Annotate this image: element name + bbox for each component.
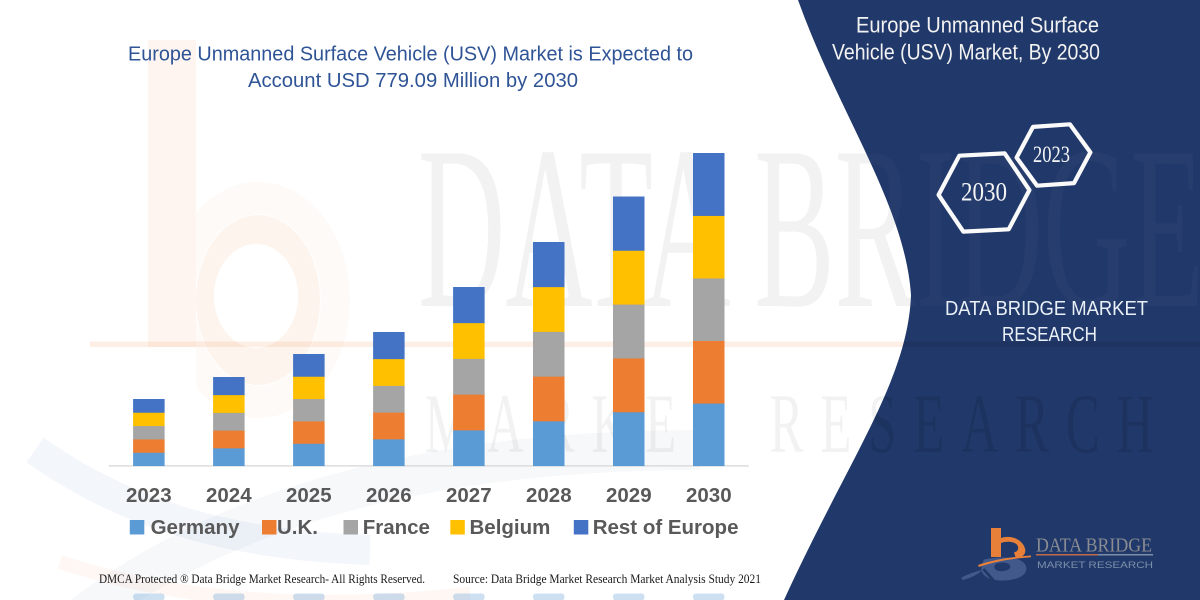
svg-text:DMCA Protected ® Data Bridge M: DMCA Protected ® Data Bridge Market Rese… xyxy=(99,572,425,586)
svg-text:2025: 2025 xyxy=(286,484,332,507)
svg-text:2027: 2027 xyxy=(446,484,492,507)
svg-text:Germany: Germany xyxy=(151,516,240,539)
svg-text:RESEARCH: RESEARCH xyxy=(1002,323,1097,346)
svg-text:2029: 2029 xyxy=(606,484,652,507)
svg-text:MARKET RESEARCH: MARKET RESEARCH xyxy=(1037,560,1153,571)
svg-text:2026: 2026 xyxy=(366,484,412,507)
svg-text:Account USD 779.09 Million by: Account USD 779.09 Million by 2030 xyxy=(248,69,578,92)
svg-text:2028: 2028 xyxy=(526,484,572,507)
svg-text:Europe Unmanned Surface: Europe Unmanned Surface xyxy=(856,13,1099,38)
svg-text:2030: 2030 xyxy=(686,484,732,507)
svg-text:Belgium: Belgium xyxy=(470,516,551,539)
svg-text:Source: Data Bridge Market Res: Source: Data Bridge Market Research Mark… xyxy=(453,572,761,586)
svg-text:2024: 2024 xyxy=(206,484,252,507)
svg-text:Europe Unmanned Surface Vehicl: Europe Unmanned Surface Vehicle (USV) Ma… xyxy=(128,43,693,66)
svg-text:DATA BRIDGE: DATA BRIDGE xyxy=(1036,535,1152,557)
svg-text:2023: 2023 xyxy=(1033,142,1070,168)
svg-text:2030: 2030 xyxy=(961,178,1007,207)
svg-text:2023: 2023 xyxy=(126,484,172,507)
svg-text:DATA BRIDGE MARKET: DATA BRIDGE MARKET xyxy=(945,297,1148,320)
svg-text:Vehicle (USV) Market, By 2030: Vehicle (USV) Market, By 2030 xyxy=(832,40,1100,65)
svg-text:Rest of Europe: Rest of Europe xyxy=(593,516,739,539)
svg-text:France: France xyxy=(363,516,430,539)
svg-text:U.K.: U.K. xyxy=(277,516,318,539)
